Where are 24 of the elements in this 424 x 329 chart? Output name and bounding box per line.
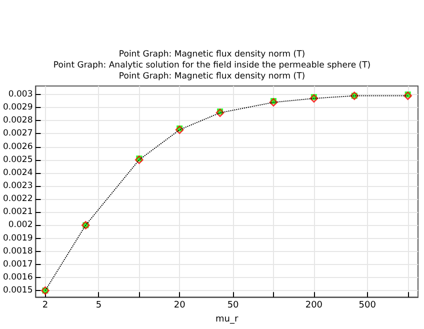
y-tick-label: 0.0024 [2,168,33,178]
y-tick-label: 0.0019 [2,233,33,244]
y-tick-label: 0.0015 [2,286,33,296]
y-tick-label: 0.0023 [2,180,33,191]
y-tick-label: 0.003 [8,89,33,100]
y-tick-label: 0.0025 [2,154,33,165]
x-tick-label: 50 [227,300,240,311]
x-tick-label: 500 [358,300,376,311]
y-tick-label: 0.0017 [2,259,33,270]
chart-title: Point Graph: Magnetic flux density norm (T) Point Graph: Analytic solution for the field inside the permeable sphere (T) Point Graph: Magnetic flux density norm (T) [53,50,371,82]
x-tick-label: 20 [174,300,186,311]
y-tick-label: 0.0022 [2,194,33,204]
y-tick-label: 0.0021 [2,207,33,218]
x-tick-label: 200 [305,300,323,311]
x-axis-title: mu_r [216,314,239,324]
y-tick-label: 0.0016 [2,272,33,282]
y-tick-label: 0.0029 [2,102,33,113]
y-tick-label: 0.0027 [2,128,33,139]
y-tick-label: 0.0018 [2,246,33,256]
y-tick-label: 0.0028 [2,116,33,126]
y-tick-label: 0.0026 [2,142,33,152]
x-tick-label: 2 [42,300,48,311]
x-tick-label: 5 [96,300,102,311]
y-tick-label: 0.002 [8,220,33,230]
